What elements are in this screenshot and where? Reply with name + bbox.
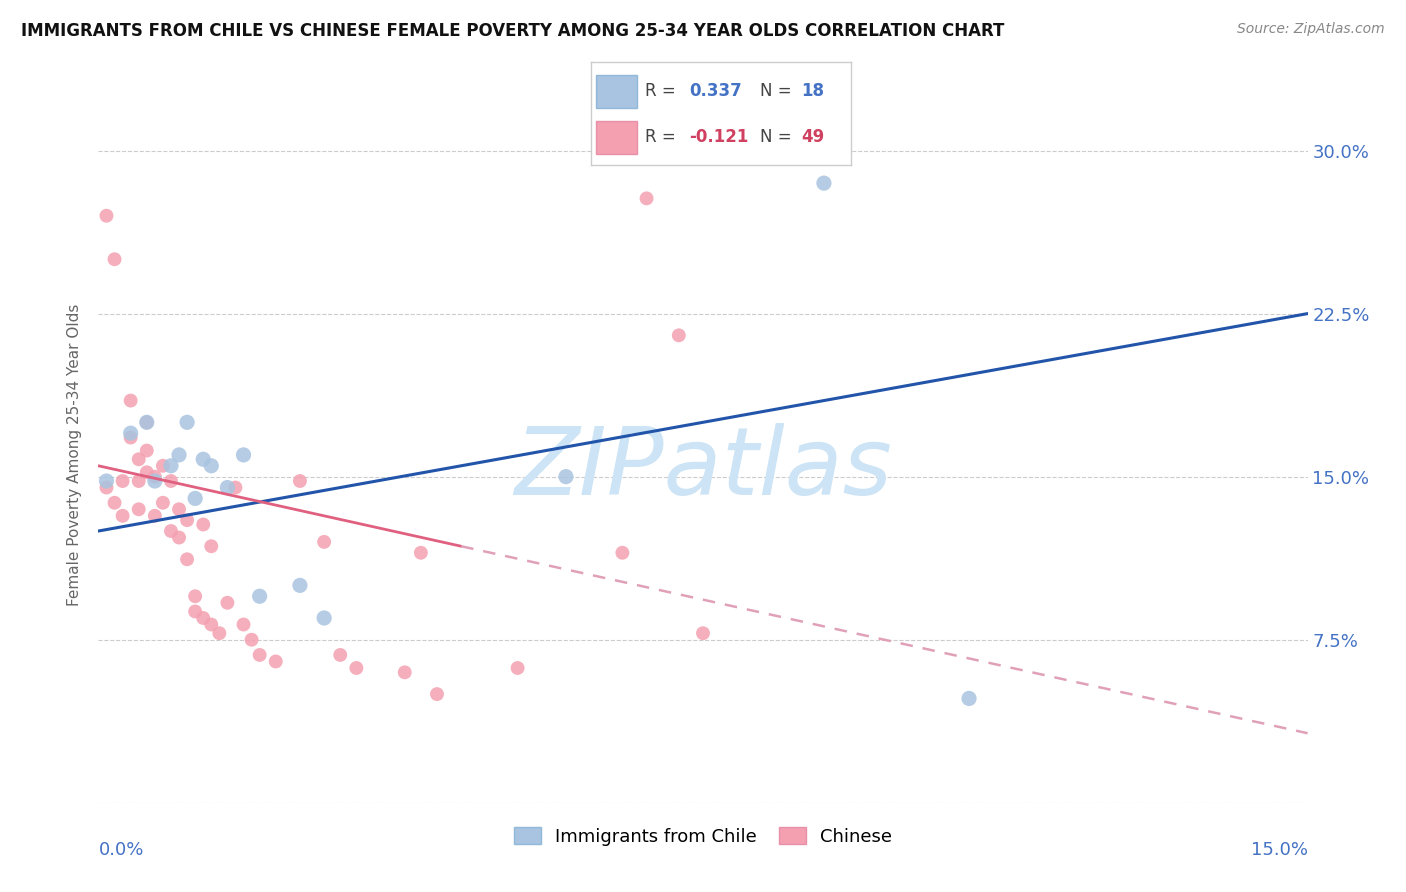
FancyBboxPatch shape [596,121,637,153]
Point [143,508,166,523]
Point [160,458,183,473]
Point [135,466,157,480]
Point [224,481,246,495]
Legend: Immigrants from Chile, Chinese: Immigrants from Chile, Chinese [506,820,900,853]
Point [193,452,215,467]
Point [813,176,835,190]
Point [288,578,311,592]
Point [176,552,198,566]
Point [143,474,166,488]
Point [409,546,432,560]
Point [394,665,416,680]
Text: R =: R = [645,128,681,146]
Point [184,605,207,619]
Point [200,617,222,632]
Point [240,632,263,647]
Point [96,209,118,223]
Point [128,474,150,488]
Point [232,617,254,632]
Point [111,508,134,523]
Point [957,691,980,706]
Point [167,448,190,462]
Text: -0.121: -0.121 [689,128,749,146]
Point [208,626,231,640]
Text: IMMIGRANTS FROM CHILE VS CHINESE FEMALE POVERTY AMONG 25-34 YEAR OLDS CORRELATIO: IMMIGRANTS FROM CHILE VS CHINESE FEMALE … [21,22,1004,40]
Point [193,611,215,625]
Text: 18: 18 [801,82,824,100]
Point [668,328,690,343]
Point [167,502,190,516]
Point [288,474,311,488]
Text: N =: N = [759,128,796,146]
Point [135,443,157,458]
Point [167,531,190,545]
Point [111,474,134,488]
Point [96,474,118,488]
Point [135,415,157,429]
FancyBboxPatch shape [596,75,637,108]
Point [200,539,222,553]
Point [249,648,271,662]
Point [120,426,142,441]
Point [96,481,118,495]
Point [143,469,166,483]
Point [344,661,367,675]
Point [612,546,634,560]
Point [426,687,449,701]
Point [135,415,157,429]
Text: 15.0%: 15.0% [1250,841,1308,859]
Point [184,589,207,603]
Point [103,252,125,267]
Point [506,661,529,675]
Point [128,502,150,516]
Point [314,535,336,549]
Point [217,596,239,610]
Point [200,458,222,473]
Text: 49: 49 [801,128,824,146]
Point [184,491,207,506]
Text: ZIPatlas: ZIPatlas [515,424,891,515]
Text: 0.0%: 0.0% [98,841,143,859]
Text: N =: N = [759,82,796,100]
Point [249,589,271,603]
Point [152,496,174,510]
Point [160,474,183,488]
Point [120,431,142,445]
Point [103,496,125,510]
Point [264,655,287,669]
Point [329,648,352,662]
Point [692,626,714,640]
Point [176,513,198,527]
Point [152,458,174,473]
Point [193,517,215,532]
Point [555,469,578,483]
Point [314,611,336,625]
Point [120,393,142,408]
Text: Source: ZipAtlas.com: Source: ZipAtlas.com [1237,22,1385,37]
Text: R =: R = [645,82,681,100]
Point [160,524,183,538]
Point [128,452,150,467]
Point [176,415,198,429]
Y-axis label: Female Poverty Among 25-34 Year Olds: Female Poverty Among 25-34 Year Olds [67,304,83,606]
Text: 0.337: 0.337 [689,82,742,100]
Point [232,448,254,462]
Point [636,191,658,205]
Point [217,481,239,495]
